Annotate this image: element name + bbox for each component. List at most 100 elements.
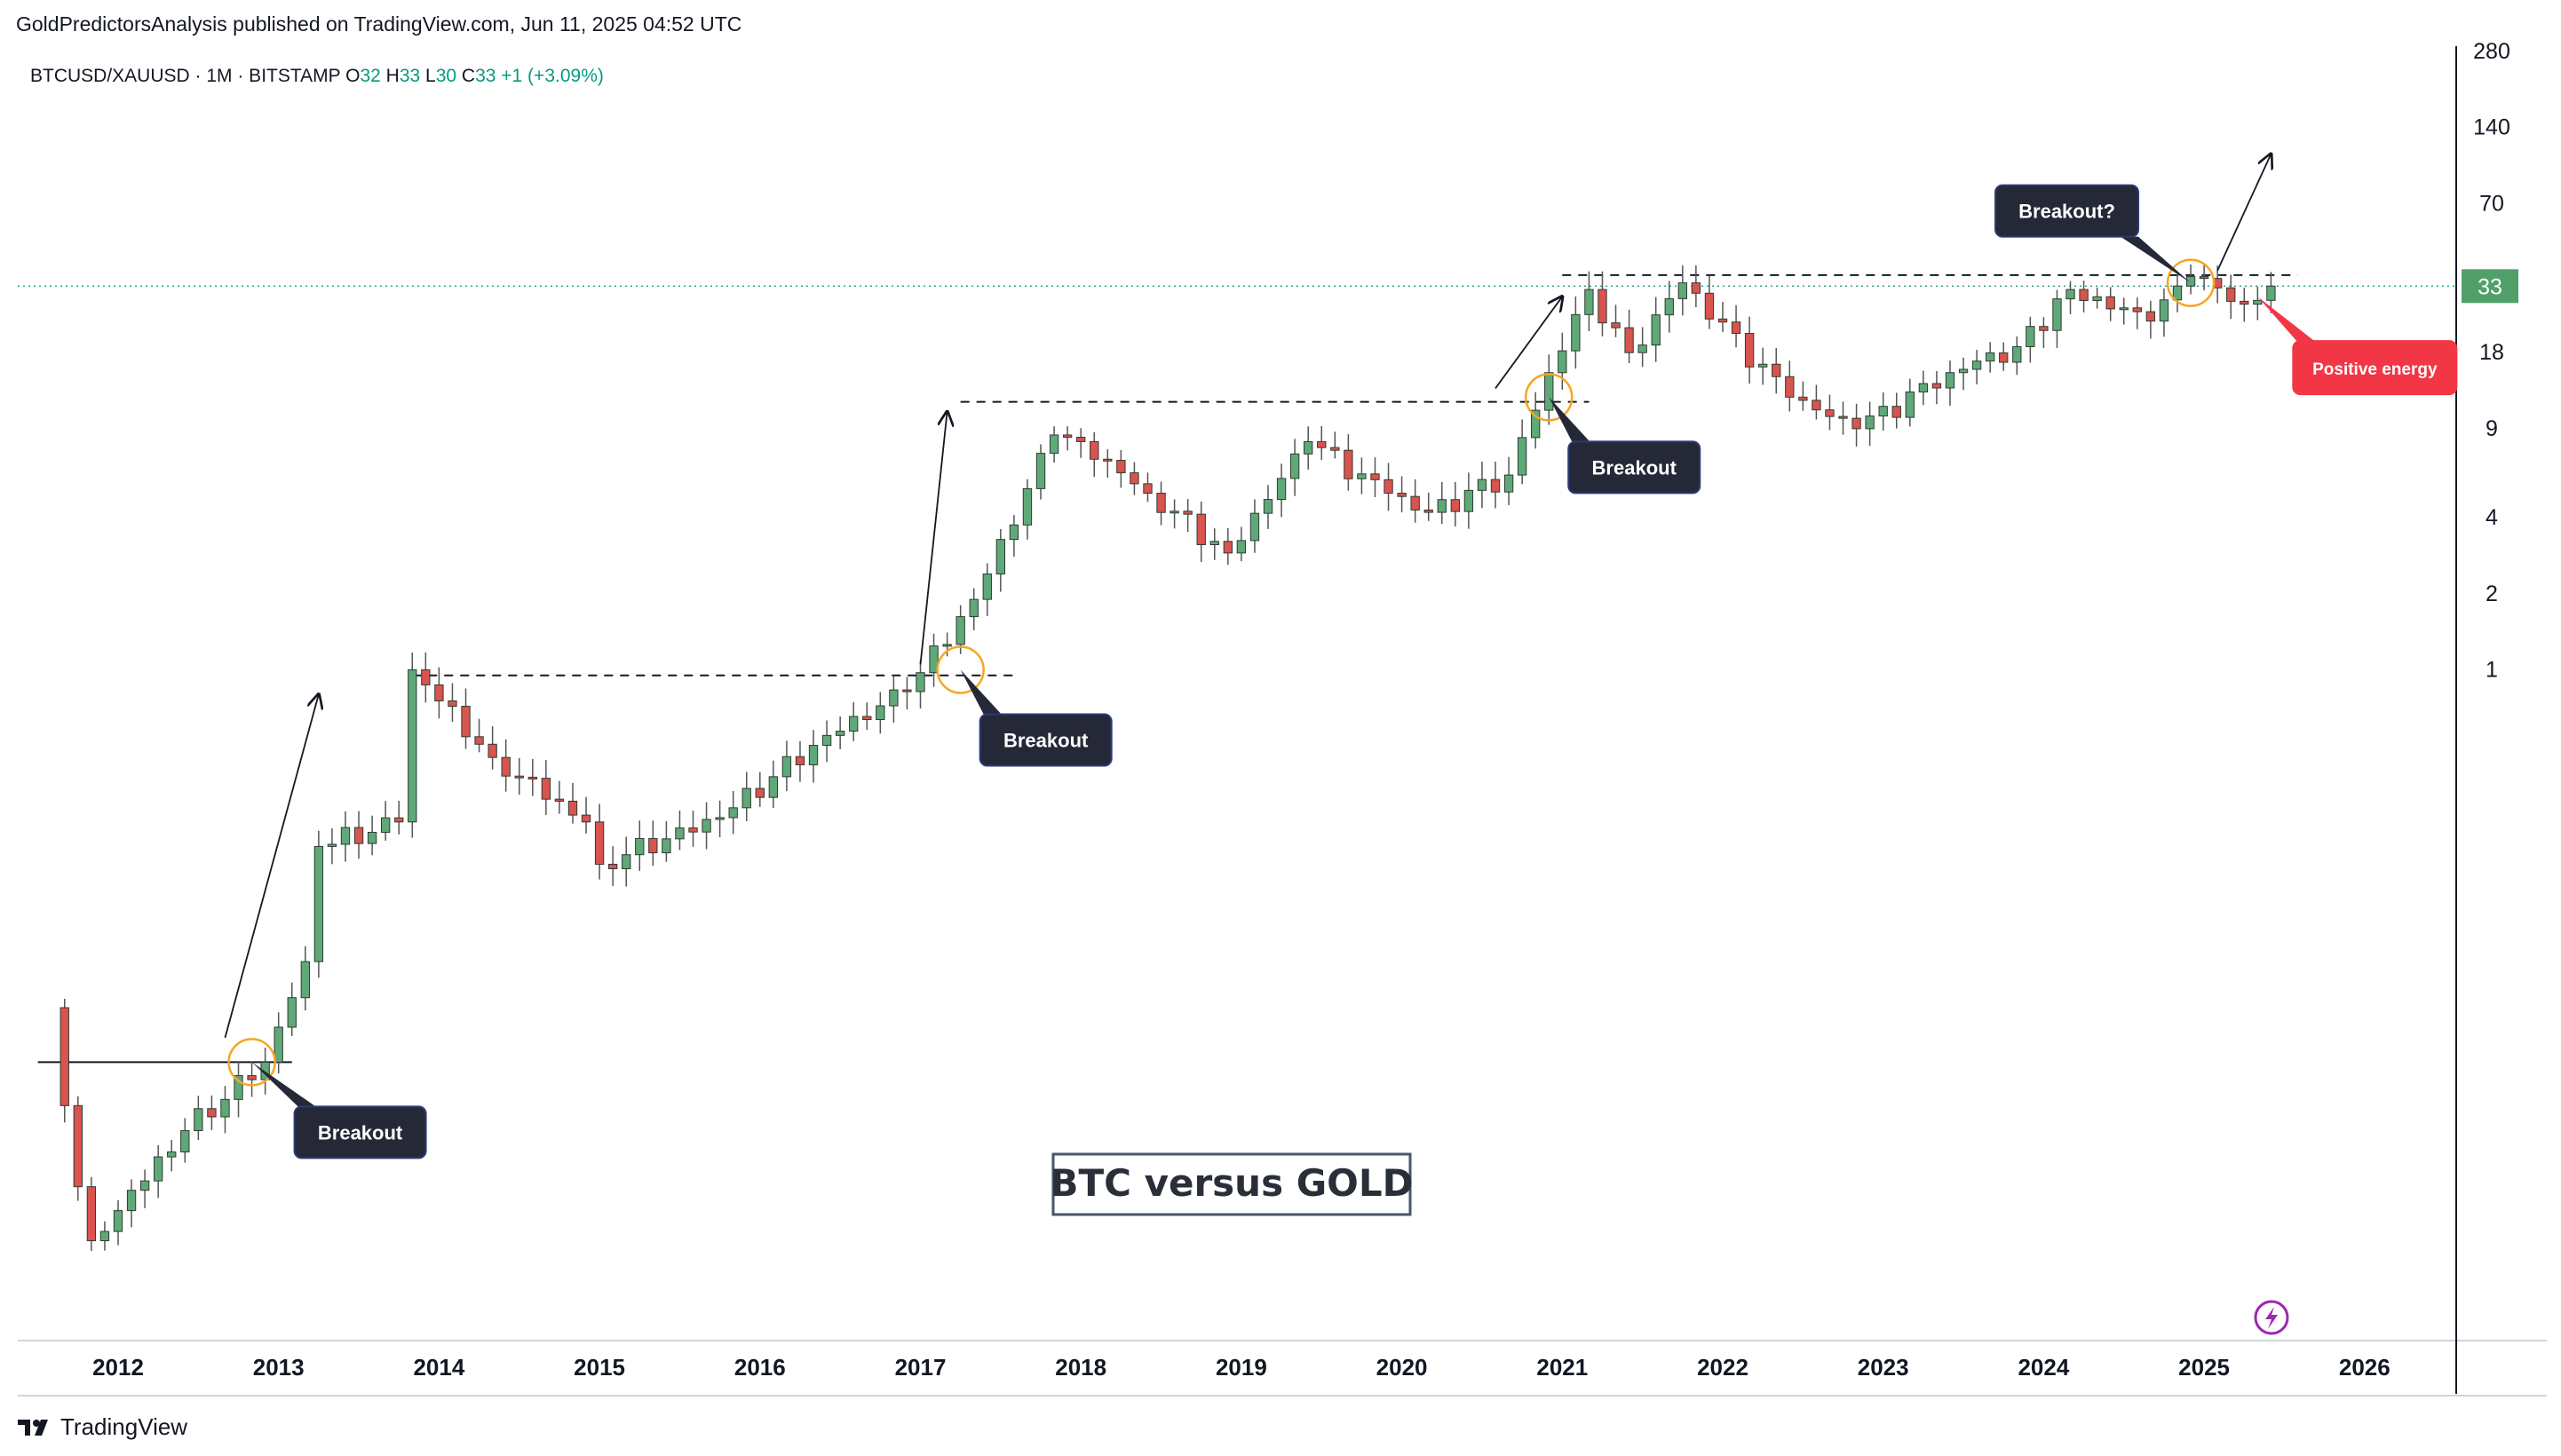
candle bbox=[367, 815, 377, 856]
candle bbox=[2039, 317, 2049, 349]
candle bbox=[1035, 444, 1046, 500]
candle bbox=[1717, 302, 1728, 333]
candle bbox=[1558, 332, 1567, 391]
candle bbox=[167, 1139, 177, 1172]
candle bbox=[527, 758, 537, 796]
candle bbox=[688, 811, 698, 847]
x-tick-label: 2023 bbox=[1858, 1354, 1909, 1381]
candle bbox=[1169, 499, 1179, 529]
y-tick-label: 9 bbox=[2486, 416, 2498, 441]
candle bbox=[1410, 479, 1420, 523]
candle bbox=[1945, 360, 1955, 406]
tradingview-logo-icon bbox=[18, 1418, 53, 1437]
candle bbox=[1999, 342, 2009, 371]
candle bbox=[1423, 492, 1433, 521]
candle bbox=[715, 800, 725, 838]
last-price-badge: 33 bbox=[2462, 269, 2518, 304]
candle bbox=[567, 782, 578, 824]
candle bbox=[1918, 370, 1929, 406]
candle bbox=[1130, 462, 1139, 495]
y-axis[interactable]: 280 140 70 18 9 4 2 1 33 bbox=[2462, 39, 2518, 682]
candle bbox=[1463, 472, 1474, 529]
y-tick-label: 70 bbox=[2479, 191, 2504, 216]
y-tick-label: 1 bbox=[2486, 657, 2498, 682]
candle bbox=[1851, 403, 1861, 447]
candle bbox=[1223, 527, 1233, 566]
candle bbox=[2065, 281, 2075, 314]
x-tick-label: 2019 bbox=[1216, 1354, 1267, 1381]
candle bbox=[2266, 272, 2276, 313]
candle bbox=[849, 701, 859, 741]
candle bbox=[380, 801, 391, 841]
candle bbox=[2052, 289, 2062, 348]
candle bbox=[1156, 481, 1166, 526]
candle bbox=[1798, 381, 1808, 411]
breakout-circle bbox=[1524, 373, 1574, 422]
candle bbox=[1263, 485, 1273, 529]
candle bbox=[1236, 526, 1247, 562]
candle bbox=[581, 796, 591, 834]
breakout-circle bbox=[2166, 258, 2216, 307]
candle bbox=[995, 529, 1006, 592]
candle bbox=[139, 1169, 150, 1208]
candle bbox=[768, 760, 779, 809]
x-axis[interactable]: 2012 2013 2014 2015 2016 2017 2018 2019 2020 2021… bbox=[92, 1354, 2391, 1381]
candle bbox=[1317, 425, 1327, 460]
candle bbox=[1611, 305, 1621, 337]
candle bbox=[247, 1061, 257, 1097]
x-tick-label: 2018 bbox=[1055, 1354, 1106, 1381]
candle bbox=[1276, 463, 1287, 518]
candle bbox=[501, 739, 511, 792]
candle bbox=[2026, 316, 2035, 363]
x-tick-label: 2025 bbox=[2178, 1354, 2230, 1381]
candle bbox=[1196, 501, 1206, 563]
candle bbox=[728, 790, 738, 835]
candle bbox=[1624, 309, 1634, 364]
candle bbox=[916, 660, 925, 709]
candle bbox=[889, 677, 899, 723]
breakout-callout: Breakout? bbox=[1994, 184, 2192, 283]
candle bbox=[327, 828, 337, 865]
candle bbox=[1931, 370, 1942, 405]
candle bbox=[835, 716, 845, 749]
x-tick-label: 2026 bbox=[2339, 1354, 2391, 1381]
plot-frame bbox=[18, 46, 2547, 1397]
candle bbox=[2105, 287, 2115, 321]
candle bbox=[421, 652, 431, 703]
candle bbox=[234, 1061, 243, 1118]
x-tick-label: 2017 bbox=[895, 1354, 947, 1381]
candle bbox=[2145, 300, 2156, 339]
candle bbox=[942, 632, 952, 657]
candle bbox=[2253, 286, 2263, 320]
candle bbox=[594, 803, 605, 880]
candle bbox=[1971, 349, 1982, 384]
candle bbox=[1289, 439, 1300, 496]
brand-name: TradingView bbox=[60, 1413, 188, 1440]
candle bbox=[781, 740, 792, 792]
candle bbox=[1076, 428, 1086, 458]
candles bbox=[59, 264, 2276, 1252]
callout-label: Breakout bbox=[318, 1121, 403, 1143]
candle bbox=[154, 1144, 163, 1199]
candle bbox=[2159, 289, 2169, 337]
tradingview-brand[interactable]: TradingView bbox=[18, 1413, 187, 1441]
candle bbox=[300, 946, 310, 1011]
candle bbox=[1330, 431, 1340, 459]
candle bbox=[821, 720, 832, 763]
candle bbox=[741, 772, 751, 821]
candle bbox=[702, 802, 711, 850]
candle bbox=[1531, 392, 1541, 449]
candle bbox=[194, 1096, 203, 1141]
x-tick-label: 2013 bbox=[253, 1354, 305, 1381]
candle bbox=[1304, 426, 1313, 470]
candle bbox=[1891, 392, 1901, 429]
candle bbox=[1571, 296, 1581, 369]
candle bbox=[313, 830, 324, 978]
candle bbox=[113, 1199, 123, 1246]
trend-arrow bbox=[1495, 297, 1562, 389]
breakout-callout: Breakout bbox=[251, 1062, 427, 1159]
candle bbox=[1116, 449, 1126, 488]
lightning-icon[interactable] bbox=[2254, 1300, 2289, 1335]
x-tick-label: 2021 bbox=[1536, 1354, 1588, 1381]
